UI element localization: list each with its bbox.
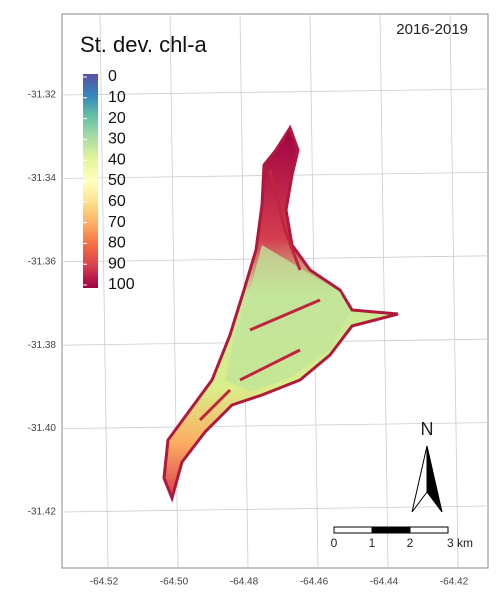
scale-segment [371,526,411,534]
scale-label: 2 [407,536,414,550]
legend-label: 0 [108,68,117,85]
scale-label: 3 km [447,536,473,550]
longitude-tick-label: -64.44 [370,577,399,588]
legend-title: St. dev. chl-a [80,32,208,57]
latitude-line [62,88,488,96]
longitude-tick-label: -64.46 [300,577,329,588]
longitude-tick-label: -64.48 [230,577,259,588]
latitude-tick-label: -31.36 [28,256,57,267]
legend-label: 50 [108,172,126,189]
legend-label: 100 [108,276,135,293]
latitude-tick-label: -31.34 [28,173,57,184]
high-variability-streaks [198,169,321,422]
legend-label: 10 [108,89,126,106]
legend-labels: 0 10 20 30 40 50 60 70 80 90 100 [83,68,135,293]
latitude-tick-label: -31.40 [28,423,57,434]
scale-bar [333,526,449,534]
longitude-tick-label: -64.42 [440,577,469,588]
scale-segment [333,526,373,534]
latitude-line [62,422,488,429]
latitude-tick-label: -31.38 [28,340,57,351]
legend-label: 30 [108,131,126,148]
land [162,124,399,503]
north-arrow: N [411,419,443,513]
low-variability-zone [225,245,350,392]
legend-label: 40 [108,151,126,168]
longitude-line [379,14,389,568]
north-arrow-right [426,445,443,513]
legend-label: 70 [108,214,126,231]
longitude-line [99,14,109,568]
north-label: N [421,419,434,439]
scale-labels: 0 1 2 3 km [331,536,473,550]
legend-colorbar [83,74,98,288]
latitude-line [62,505,488,513]
longitude-tick-label: -64.52 [90,577,119,588]
legend-label: 80 [108,235,126,252]
legend-label: 60 [108,193,126,210]
latitude-tick-label: -31.42 [28,507,57,518]
scale-label: 1 [369,536,376,550]
scale-segment [409,526,449,534]
longitude-tick-label: -64.50 [160,577,189,588]
scale-label: 0 [331,536,338,550]
legend-label: 20 [108,110,126,127]
latitude-tick-label: -31.32 [28,90,57,101]
longitude-line [449,14,459,568]
period-label: 2016-2019 [396,21,468,38]
legend-label: 90 [108,255,126,272]
